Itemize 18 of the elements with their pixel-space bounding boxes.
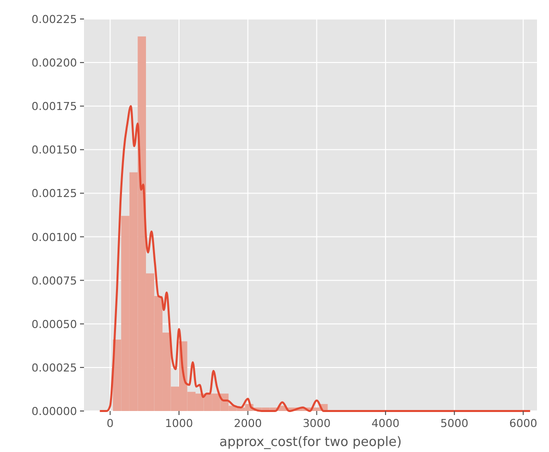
y-tick-label: 0.00225 <box>32 13 77 26</box>
y-tick-label: 0.00050 <box>32 318 77 331</box>
x-tick-label: 1000 <box>165 417 194 430</box>
y-tick-label: 0.00175 <box>32 100 77 114</box>
y-tick-label: 0.00000 <box>32 405 77 418</box>
y-tick-label: 0.00200 <box>32 56 77 70</box>
x-tick-label: 6000 <box>509 417 538 430</box>
x-tick-label: 4000 <box>372 417 400 430</box>
y-tick-label: 0.00150 <box>32 144 77 157</box>
y-tick-label: 0.00125 <box>32 187 77 200</box>
y-tick-label: 0.00100 <box>32 230 77 244</box>
x-tick-label: 5000 <box>440 417 468 430</box>
x-tick-label: 2000 <box>234 417 262 430</box>
x-axis-title: approx_cost(for two people) <box>219 435 402 450</box>
x-tick-label: 3000 <box>302 417 331 430</box>
y-tick-label: 0.00025 <box>32 361 77 374</box>
y-tick-label: 0.00075 <box>32 274 77 288</box>
x-tick-label: 0 <box>106 417 114 430</box>
